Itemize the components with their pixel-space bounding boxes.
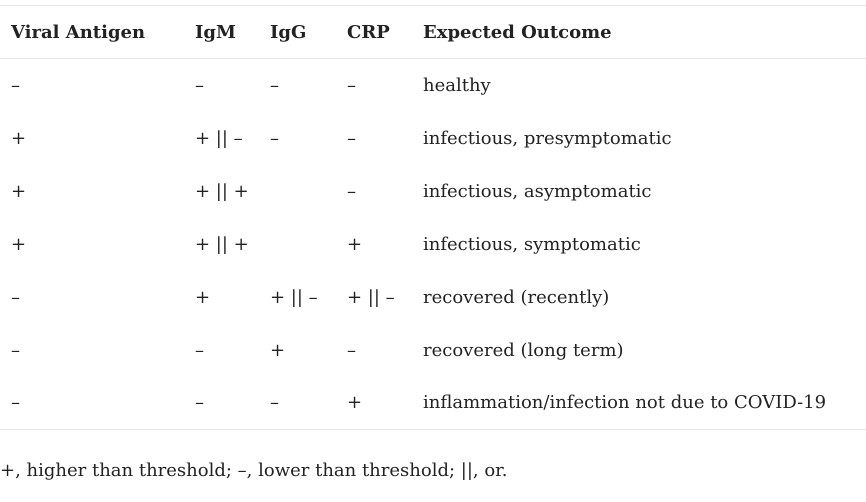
table-row: – – + – recovered (long term) xyxy=(0,324,866,377)
cell-igg: – xyxy=(270,392,279,414)
cell-crp: – xyxy=(347,339,356,361)
header-igg: IgG xyxy=(270,21,307,43)
cell-viral-antigen: – xyxy=(11,286,20,308)
cell-crp: + xyxy=(347,392,363,414)
cell-crp: – xyxy=(347,180,356,202)
cell-igg xyxy=(270,165,347,218)
cell-outcome: infectious, presymptomatic xyxy=(423,127,672,149)
cell-outcome: recovered (long term) xyxy=(423,339,624,361)
cell-viral-antigen: – xyxy=(11,392,20,414)
cell-outcome: recovered (recently) xyxy=(423,286,610,308)
cell-igm: – xyxy=(195,339,204,361)
cell-igm: – xyxy=(195,392,204,414)
cell-igg: – xyxy=(270,74,279,96)
table-row: – – – – healthy xyxy=(0,59,866,112)
cell-viral-antigen: + xyxy=(11,233,27,255)
cell-igg xyxy=(270,218,347,271)
cell-crp: + || – xyxy=(347,286,395,308)
cell-crp: + xyxy=(347,233,363,255)
table-row: – – – + inflammation/infection not due t… xyxy=(0,377,866,430)
table-row: + + || + + infectious, symptomatic xyxy=(0,218,866,271)
table-row: – + + || – + || – recovered (recently) xyxy=(0,271,866,324)
cell-outcome: infectious, asymptomatic xyxy=(423,180,652,202)
table-footnote: +, higher than threshold; –, lower than … xyxy=(0,460,508,481)
cell-outcome: inflammation/infection not due to COVID-… xyxy=(423,392,827,414)
cell-outcome: infectious, symptomatic xyxy=(423,233,641,255)
header-row: Viral Antigen IgM IgG CRP Expected Outco… xyxy=(0,5,866,59)
table-row: + + || – – – infectious, presymptomatic xyxy=(0,112,866,165)
header-viral-antigen: Viral Antigen xyxy=(11,21,146,43)
header-igm: IgM xyxy=(195,21,236,43)
cell-viral-antigen: – xyxy=(11,74,20,96)
cell-igm: + || + xyxy=(195,180,249,202)
cell-viral-antigen: + xyxy=(11,127,27,149)
cell-igm: + || + xyxy=(195,233,249,255)
cell-igm: – xyxy=(195,74,204,96)
cell-viral-antigen: – xyxy=(11,339,20,361)
cell-igg: + xyxy=(270,339,286,361)
cell-crp: – xyxy=(347,74,356,96)
cell-viral-antigen: + xyxy=(11,180,27,202)
cell-crp: – xyxy=(347,127,356,149)
cell-igm: + xyxy=(195,286,211,308)
header-expected-outcome: Expected Outcome xyxy=(423,21,612,43)
results-table: Viral Antigen IgM IgG CRP Expected Outco… xyxy=(0,5,866,430)
cell-igg: – xyxy=(270,127,279,149)
cell-outcome: healthy xyxy=(423,74,491,96)
cell-igg: + || – xyxy=(270,286,318,308)
header-crp: CRP xyxy=(347,21,390,43)
table-row: + + || + – infectious, asymptomatic xyxy=(0,165,866,218)
cell-igm: + || – xyxy=(195,127,243,149)
